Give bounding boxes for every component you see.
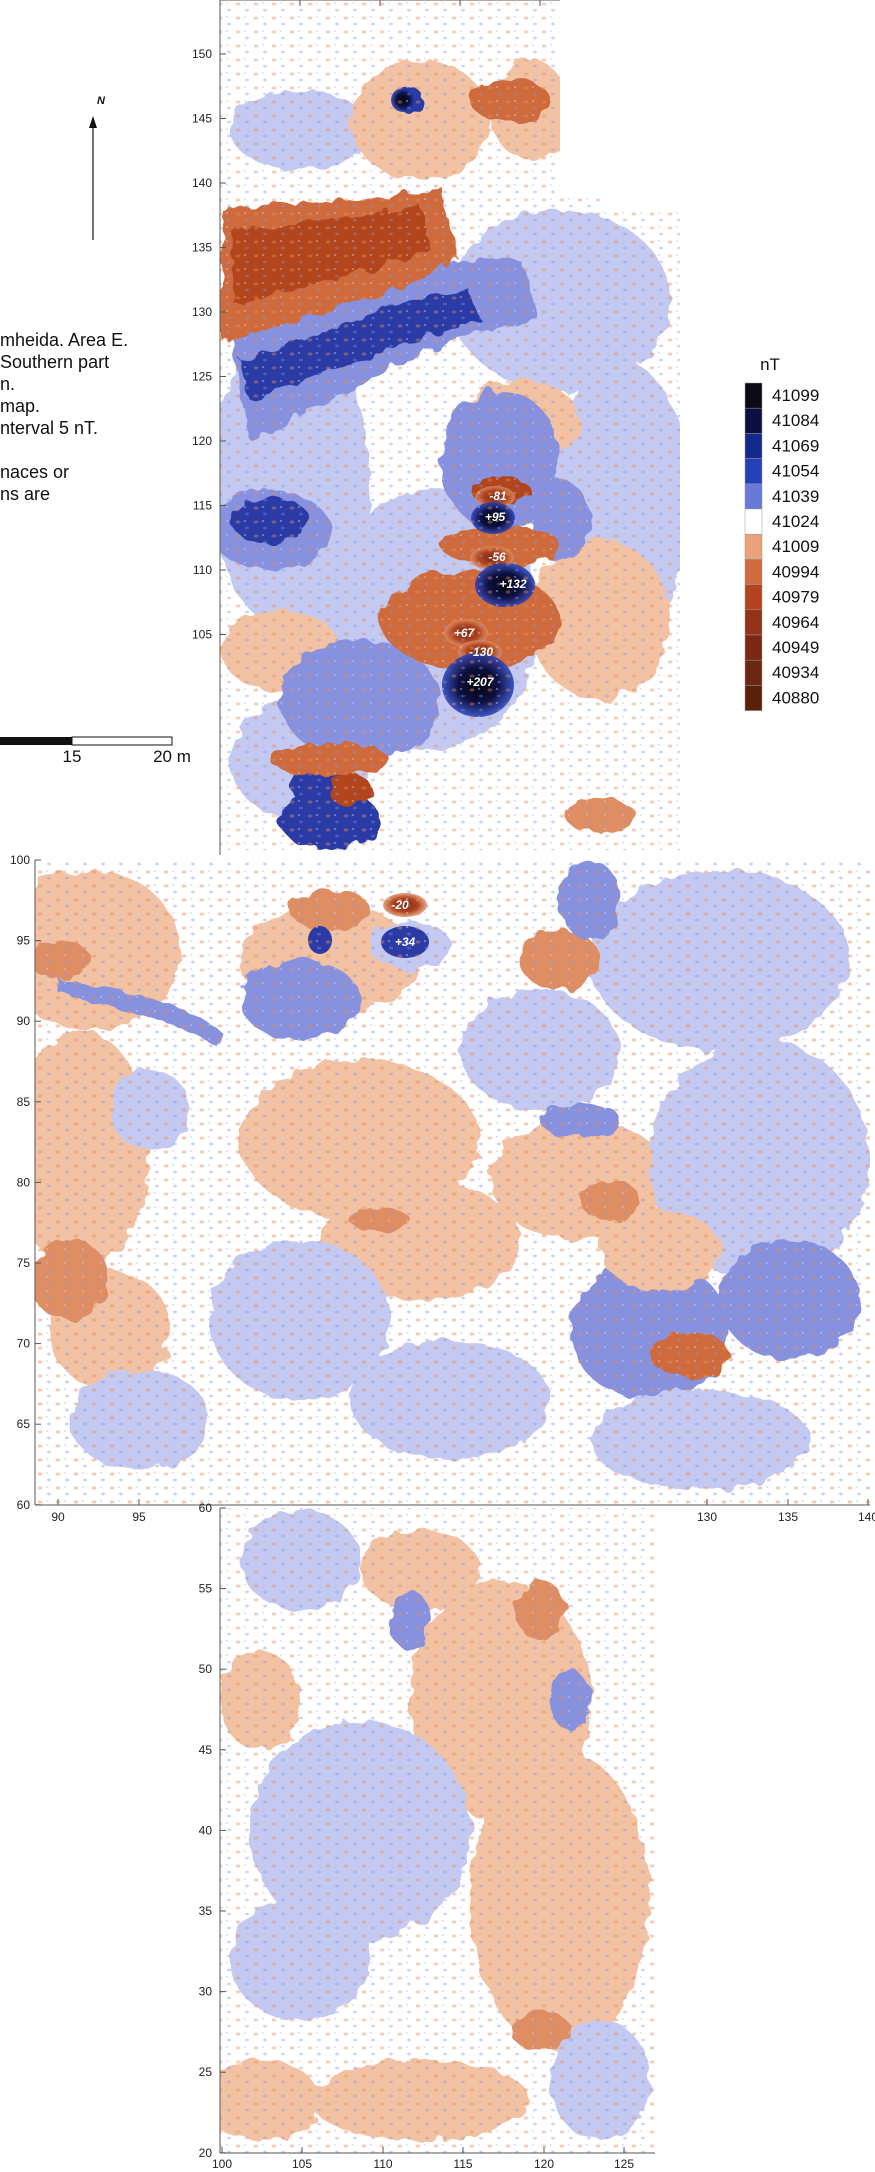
axis-tick-label: 60	[17, 1498, 31, 1512]
map-panel-north	[220, 0, 680, 850]
caption-line-5: nterval 5 nT.	[0, 418, 99, 438]
color-legend: nT 41099 41084 41069 41054 41039 41024 41009 40…	[744, 355, 819, 711]
legend-value: 41099	[772, 386, 819, 405]
legend-swatch	[744, 533, 763, 560]
north-arrow-icon: N	[89, 95, 106, 240]
legend-swatch	[744, 458, 763, 485]
bottom-panel-axis: 60 55 50 45 40 35 30 25 20 100 105 110 115 120 125	[199, 1501, 655, 2171]
legend-value: 40880	[772, 688, 819, 707]
legend-swatch	[744, 407, 763, 434]
axis-tick-label: 110	[193, 563, 212, 577]
axis-tick-label: 70	[17, 1337, 31, 1351]
anomaly-label: -81	[489, 489, 507, 503]
axis-tick-label: 20	[199, 2146, 213, 2160]
legend-swatch	[744, 433, 763, 459]
axis-tick-label: 35	[199, 1904, 213, 1918]
axis-tick-label: 150	[192, 47, 212, 61]
axis-tick-label: 135	[778, 1510, 798, 1524]
axis-tick-label: 65	[17, 1417, 31, 1431]
legend-value: 40964	[772, 613, 819, 632]
legend-swatch	[744, 559, 763, 585]
axis-tick-label: 40	[199, 1823, 213, 1837]
legend-swatch	[744, 659, 763, 686]
anomaly-label: +132	[499, 577, 526, 591]
scale-label: 15	[63, 747, 82, 766]
axis-tick-label: 80	[17, 1175, 31, 1189]
axis-tick-label: 105	[292, 2157, 312, 2171]
map-caption: mheida. Area E. Southern part n. map. nt…	[0, 330, 230, 560]
anomaly-label: -130	[469, 645, 493, 659]
anomaly-label: +207	[466, 675, 494, 689]
caption-line-4: map.	[0, 396, 41, 416]
legend-swatch	[744, 609, 763, 636]
top-panel-axis: 150 145 140 135 130 125 120 115 110 105	[192, 0, 560, 855]
axis-tick-label: 95	[132, 1510, 146, 1524]
caption-line-7: naces or	[0, 462, 70, 482]
axis-tick-label: 55	[199, 1582, 213, 1596]
legend-swatch	[744, 584, 763, 611]
axis-tick-label: 120	[534, 2157, 554, 2171]
axis-tick-label: 130	[697, 1510, 717, 1524]
anomaly-label: -56	[488, 550, 506, 564]
axis-tick-label: 100	[212, 2157, 232, 2171]
axis-tick-label: 130	[192, 305, 212, 319]
anomaly-label: -20	[391, 898, 409, 912]
legend-swatch	[744, 685, 763, 711]
axis-tick-label: 100	[10, 853, 30, 867]
axis-tick-label: 140	[192, 176, 212, 190]
legend-value: 41084	[772, 411, 819, 430]
legend-swatch	[744, 508, 763, 535]
anomaly-label: +95	[485, 510, 506, 524]
north-label: N	[97, 95, 106, 107]
legend-value: 40934	[772, 663, 819, 682]
axis-tick-label: 45	[199, 1743, 213, 1757]
caption-line-3: n.	[0, 374, 16, 394]
axis-tick-label: 125	[192, 370, 212, 384]
legend-value: 40979	[772, 588, 819, 607]
axis-tick-label: 125	[614, 2157, 634, 2171]
legend-value: 41024	[772, 512, 819, 531]
axis-tick-label: 30	[199, 1985, 213, 1999]
map-panel-central	[35, 860, 870, 1505]
axis-tick-label: 115	[453, 2157, 472, 2171]
axis-tick-label: 110	[373, 2157, 392, 2171]
legend-value: 41069	[772, 436, 819, 455]
axis-tick-label: 135	[192, 241, 212, 255]
legend-unit: nT	[760, 355, 780, 374]
axis-tick-label: 60	[199, 1501, 213, 1515]
axis-tick-label: 25	[199, 2065, 213, 2079]
anomaly-labels: -81 +95 -56 +132 +67 -130 +207 -20 +34	[391, 489, 527, 949]
axis-tick-label: 50	[199, 1662, 213, 1676]
axis-tick-label: 145	[192, 112, 212, 126]
axis-tick-label: 105	[192, 628, 212, 642]
axis-tick-label: 75	[17, 1256, 31, 1270]
scale-label: 20 m	[153, 747, 191, 766]
axis-tick-label: 120	[192, 434, 212, 448]
legend-value: 41039	[772, 487, 819, 506]
legend-swatch	[744, 483, 763, 510]
anomaly-label: +34	[395, 935, 416, 949]
anomaly-label: +67	[454, 626, 476, 640]
caption-line-1: mheida. Area E.	[0, 330, 129, 350]
legend-swatch	[744, 634, 763, 661]
legend-value: 41054	[772, 462, 819, 481]
axis-tick-label: 90	[17, 1014, 31, 1028]
legend-swatch	[744, 382, 763, 409]
axis-tick-label: 115	[193, 499, 212, 513]
scale-bar: 15 20 m	[0, 736, 191, 766]
caption-line-2: Southern part	[0, 352, 110, 372]
middle-panel-axis: 100 95 90 85 80 75 70 65 60 90 95 130 135 140	[10, 853, 875, 1524]
axis-tick-label: 95	[17, 934, 31, 948]
axis-tick-label: 90	[51, 1510, 65, 1524]
legend-value: 41009	[772, 537, 819, 556]
axis-tick-label: 140	[858, 1510, 875, 1524]
caption-line-8: ns are	[0, 484, 51, 504]
axis-tick-label: 85	[17, 1095, 31, 1109]
legend-value: 40949	[772, 638, 819, 657]
legend-value: 40994	[772, 562, 819, 581]
map-panel-south	[220, 1508, 655, 2153]
